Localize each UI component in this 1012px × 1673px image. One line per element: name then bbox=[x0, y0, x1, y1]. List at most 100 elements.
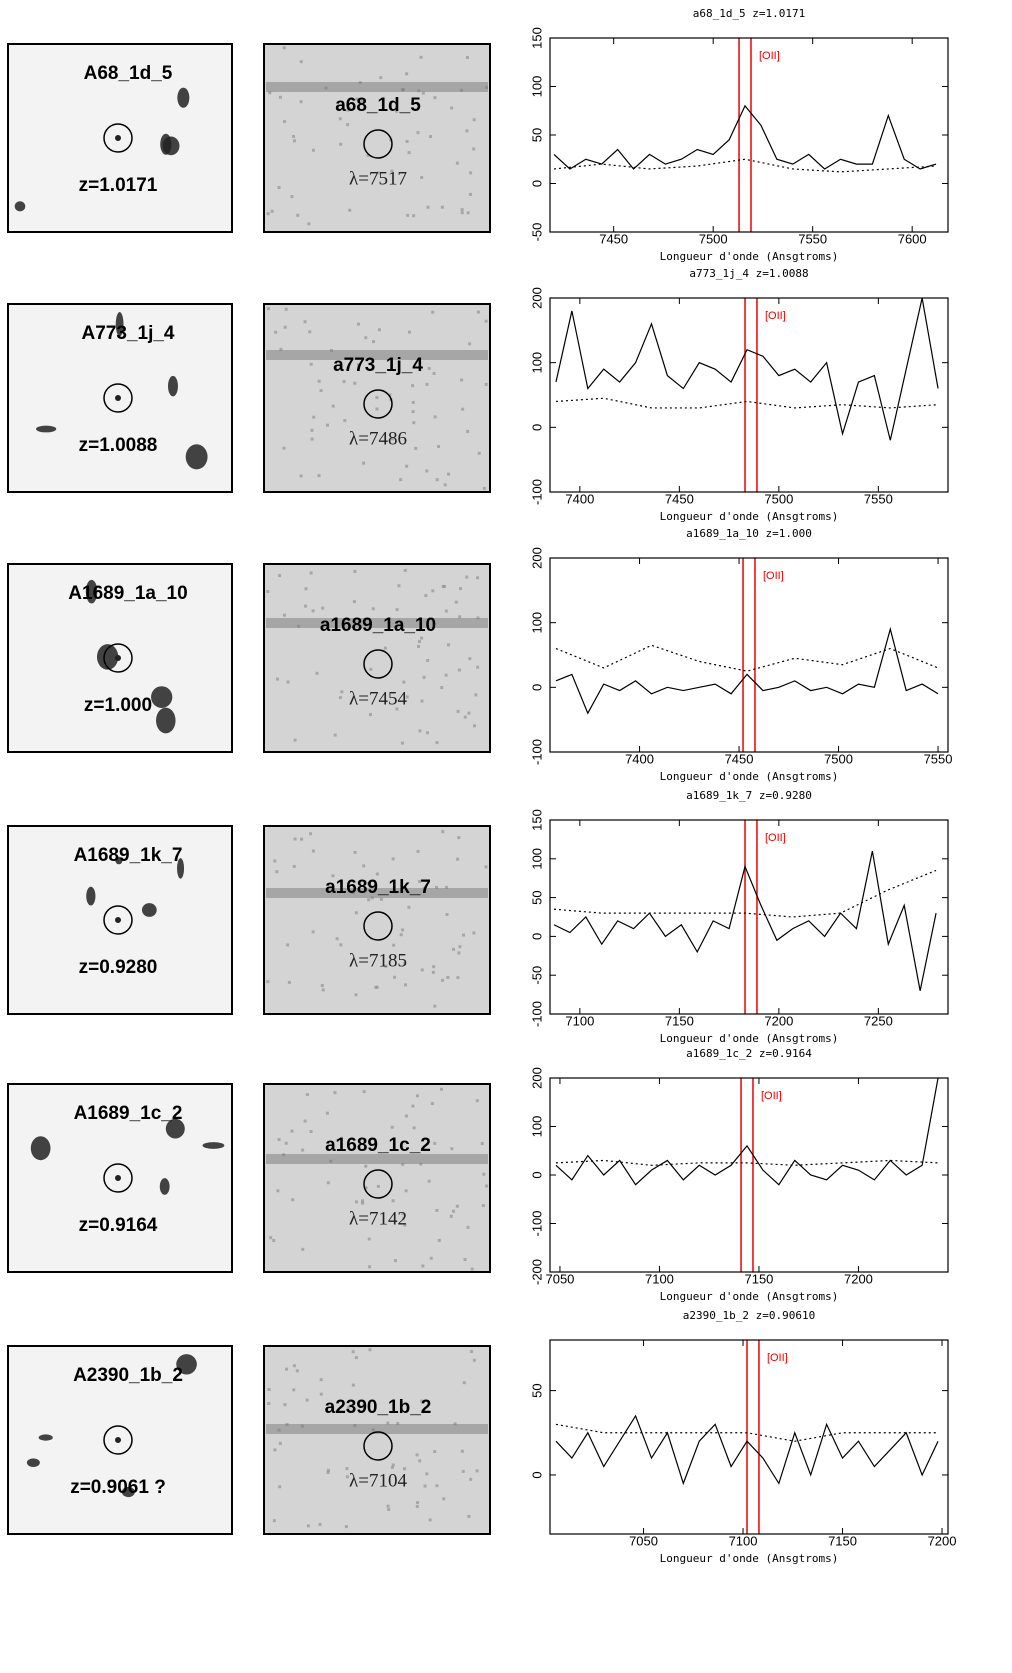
noise bbox=[395, 608, 399, 612]
noise bbox=[338, 696, 342, 700]
noise bbox=[463, 1258, 467, 1262]
noise bbox=[423, 1484, 427, 1488]
noise bbox=[393, 1259, 397, 1263]
slit-wavelength: λ=7486 bbox=[349, 428, 407, 449]
noise bbox=[459, 587, 463, 591]
x-tick-label: 7200 bbox=[928, 1533, 957, 1548]
noise bbox=[317, 474, 321, 478]
noise bbox=[403, 1223, 407, 1227]
noise bbox=[352, 600, 356, 604]
noise bbox=[421, 91, 425, 95]
noise bbox=[367, 882, 371, 886]
noise bbox=[292, 1388, 296, 1392]
noise bbox=[273, 859, 277, 863]
noise bbox=[428, 1518, 432, 1522]
noise bbox=[326, 883, 330, 887]
galaxy bbox=[14, 201, 26, 212]
y-tick-label: 0 bbox=[529, 1471, 544, 1478]
noise bbox=[375, 396, 379, 400]
noise bbox=[418, 879, 422, 883]
noise bbox=[355, 97, 359, 101]
noise bbox=[402, 680, 406, 684]
noise bbox=[484, 382, 488, 386]
noise bbox=[272, 1519, 276, 1523]
noise bbox=[268, 91, 272, 95]
y-tick-label: -200 bbox=[529, 1259, 544, 1285]
slit-name: a2390_1b_2 bbox=[325, 1397, 432, 1418]
x-tick-label: 7450 bbox=[725, 751, 754, 766]
noise bbox=[461, 1469, 465, 1473]
x-axis-label: Longueur d'onde (Ansgtroms) bbox=[660, 770, 839, 783]
y-tick-label: 50 bbox=[529, 128, 544, 142]
plot-frame bbox=[549, 297, 949, 493]
noise bbox=[319, 1378, 323, 1382]
noise bbox=[455, 161, 459, 165]
image-redshift: z=1.0088 bbox=[79, 435, 158, 456]
noise bbox=[351, 1350, 355, 1354]
target-circle bbox=[103, 1425, 133, 1455]
noise bbox=[321, 988, 325, 992]
galaxy bbox=[167, 375, 178, 397]
noise bbox=[416, 1501, 420, 1505]
noise bbox=[456, 709, 460, 713]
noise bbox=[293, 738, 297, 742]
galaxy bbox=[96, 644, 119, 670]
noise bbox=[426, 658, 430, 662]
noise bbox=[285, 1367, 289, 1371]
noise bbox=[420, 175, 424, 179]
noise bbox=[354, 993, 358, 997]
noise bbox=[386, 1504, 390, 1508]
slit-panel bbox=[263, 825, 491, 1015]
noise bbox=[368, 1265, 372, 1269]
noise bbox=[417, 640, 421, 644]
noise bbox=[460, 208, 464, 212]
noise bbox=[482, 486, 486, 490]
noise bbox=[277, 1138, 281, 1142]
x-tick-label: 7200 bbox=[844, 1271, 873, 1286]
noise bbox=[426, 205, 430, 209]
noise bbox=[272, 1239, 276, 1243]
sky-band bbox=[266, 888, 488, 898]
noise bbox=[437, 1238, 441, 1242]
noise bbox=[446, 975, 450, 979]
oii-label: [OII] bbox=[761, 1090, 782, 1102]
noise bbox=[375, 872, 379, 876]
noise bbox=[335, 937, 339, 941]
y-tick-label: 150 bbox=[529, 809, 544, 831]
spectrum-line bbox=[555, 1423, 939, 1442]
spectrum-line bbox=[553, 104, 937, 170]
noise bbox=[361, 1201, 365, 1205]
noise bbox=[304, 587, 308, 591]
noise bbox=[402, 1217, 406, 1221]
x-tick-label: 7050 bbox=[545, 1271, 574, 1286]
noise bbox=[351, 1383, 355, 1387]
noise bbox=[465, 575, 469, 579]
noise bbox=[440, 205, 444, 209]
noise bbox=[411, 400, 415, 404]
noise bbox=[274, 330, 278, 334]
x-tick-label: 7150 bbox=[665, 1013, 694, 1028]
noise bbox=[286, 680, 290, 684]
noise bbox=[390, 1125, 394, 1129]
noise bbox=[299, 100, 303, 104]
noise bbox=[391, 857, 395, 861]
x-tick-label: 7450 bbox=[599, 231, 628, 246]
y-tick-label: -100 bbox=[529, 1001, 544, 1027]
noise bbox=[462, 933, 466, 937]
chart-title: a2390_1b_2 z=0.90610 bbox=[683, 1309, 815, 1322]
x-tick-label: 7150 bbox=[828, 1533, 857, 1548]
y-tick-label: 100 bbox=[529, 612, 544, 634]
image-name: A68_1d_5 bbox=[84, 63, 173, 84]
noise bbox=[367, 1237, 371, 1241]
noise bbox=[354, 1356, 358, 1360]
noise bbox=[476, 665, 480, 669]
slit-wavelength: λ=7104 bbox=[349, 1470, 407, 1491]
galaxy bbox=[115, 312, 124, 337]
noise bbox=[450, 106, 454, 110]
target-circle bbox=[103, 123, 133, 153]
noise bbox=[311, 849, 315, 853]
sky-band bbox=[266, 618, 488, 628]
slit-wavelength: λ=7142 bbox=[349, 1208, 407, 1229]
x-tick-label: 7500 bbox=[764, 491, 793, 506]
